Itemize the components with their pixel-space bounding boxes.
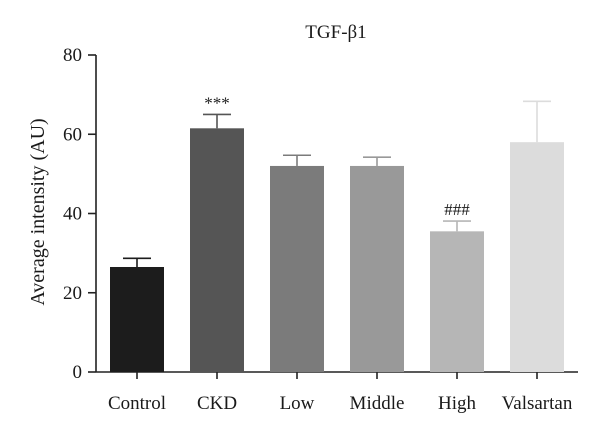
x-tick-label: Low [280, 393, 315, 414]
plot-area: 0 20 40 60 80 Control *** CKD Low Middle ### High Va… [63, 45, 578, 414]
x-tick-label: High [438, 393, 477, 414]
significance-label: ### [444, 200, 470, 219]
significance-label: *** [204, 93, 230, 112]
y-tick-label: 60 [63, 124, 82, 145]
bar [430, 231, 484, 372]
y-tick-label: 20 [63, 283, 82, 304]
chart-title: TGF-β1 [305, 22, 366, 43]
bar [350, 165, 404, 372]
x-tick-label: Control [108, 393, 166, 414]
y-axis-label: Average intensity (AU) [27, 118, 49, 305]
y-tick-label: 40 [63, 204, 82, 225]
x-tick-label: Valsartan [502, 393, 573, 414]
y-tick-label: 0 [73, 362, 83, 383]
x-tick-label: Middle [350, 393, 405, 414]
y-tick-label: 80 [63, 45, 82, 66]
bar [270, 165, 324, 372]
bar [510, 142, 564, 372]
bar [190, 128, 244, 372]
bar [110, 266, 164, 372]
x-tick-label: CKD [197, 393, 237, 414]
